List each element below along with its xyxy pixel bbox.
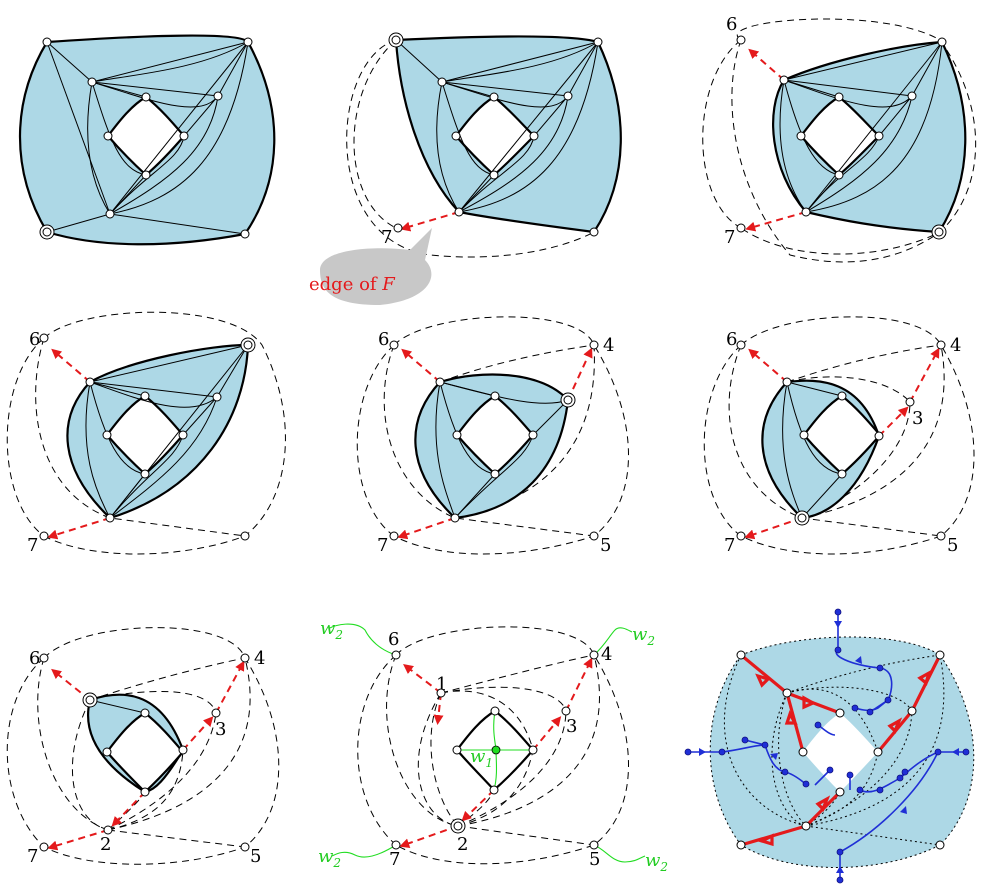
label-6: 6 <box>378 329 389 350</box>
label-7: 7 <box>27 535 38 556</box>
label-w2: w2 <box>320 618 343 642</box>
label-5: 5 <box>947 535 958 556</box>
panel-8: w2 6 1 4 w2 3 w1 2 w2 7 5 w2 <box>318 618 668 874</box>
label-1: 1 <box>436 674 447 695</box>
label-w2: w2 <box>645 850 668 874</box>
callout-bubble <box>320 228 432 305</box>
label-3: 3 <box>912 408 923 429</box>
label-6: 6 <box>29 329 40 350</box>
label-3: 3 <box>215 719 226 740</box>
panel-5: 6 4 7 5 <box>356 316 629 556</box>
panel-3: 6 7 <box>702 14 977 263</box>
label-5: 5 <box>589 849 600 870</box>
label-7: 7 <box>724 535 735 556</box>
label-3: 3 <box>566 716 577 737</box>
label-w2: w2 <box>318 846 341 870</box>
callout-text: edge of F <box>309 274 396 295</box>
label-7: 7 <box>724 227 735 248</box>
panel-6: 6 4 3 7 5 <box>703 316 975 556</box>
panel-4: 6 7 <box>6 311 286 556</box>
label-w1: w1 <box>470 746 493 770</box>
label-7: 7 <box>381 227 392 248</box>
label-4: 4 <box>254 648 265 669</box>
label-7: 7 <box>377 535 388 556</box>
label-4: 4 <box>601 644 612 665</box>
label-7: 7 <box>389 849 400 870</box>
panel-1 <box>18 34 276 246</box>
label-4: 4 <box>603 335 614 356</box>
label-4: 4 <box>950 335 961 356</box>
label-5: 5 <box>250 846 261 867</box>
label-6: 6 <box>29 648 40 669</box>
label-6: 6 <box>726 14 737 35</box>
label-6: 6 <box>726 329 737 350</box>
panel-9 <box>684 608 975 884</box>
label-7: 7 <box>27 846 38 867</box>
panel-7: 6 4 3 2 7 5 <box>6 627 280 867</box>
label-5: 5 <box>600 535 611 556</box>
panel-2: edge of F 7 <box>309 32 622 305</box>
label-6: 6 <box>388 629 399 650</box>
label-w2: w2 <box>632 624 655 648</box>
label-2: 2 <box>457 834 468 855</box>
label-2: 2 <box>100 834 111 855</box>
